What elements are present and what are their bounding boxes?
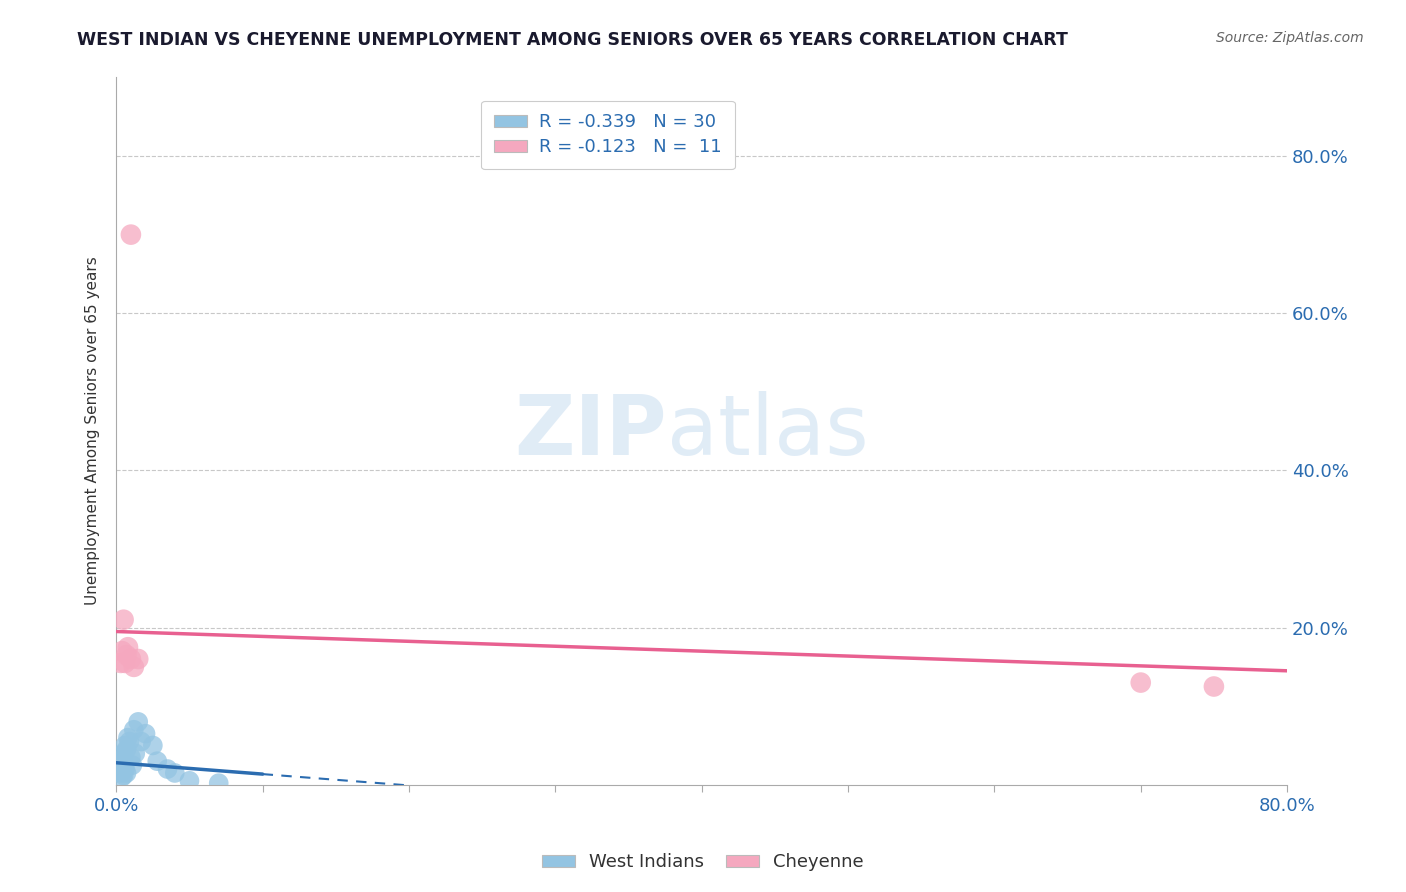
Text: atlas: atlas bbox=[666, 391, 869, 472]
Point bbox=[115, 742, 138, 756]
Point bbox=[115, 648, 138, 662]
Point bbox=[107, 754, 129, 768]
Point bbox=[108, 758, 131, 772]
Point bbox=[124, 747, 146, 761]
Point bbox=[127, 714, 149, 729]
Point bbox=[121, 758, 143, 772]
Legend: West Indians, Cheyenne: West Indians, Cheyenne bbox=[536, 847, 870, 879]
Point bbox=[112, 747, 135, 761]
Point bbox=[110, 766, 132, 780]
Point bbox=[208, 776, 231, 790]
Point bbox=[156, 762, 179, 776]
Point bbox=[120, 652, 142, 666]
Point bbox=[135, 727, 157, 741]
Point bbox=[179, 773, 201, 788]
Point bbox=[142, 739, 165, 753]
Text: Source: ZipAtlas.com: Source: ZipAtlas.com bbox=[1216, 31, 1364, 45]
Point bbox=[122, 723, 145, 737]
Point bbox=[118, 734, 141, 748]
Text: ZIP: ZIP bbox=[515, 391, 666, 472]
Point bbox=[129, 734, 152, 748]
Point bbox=[117, 640, 139, 655]
Point bbox=[112, 750, 135, 764]
Point bbox=[111, 644, 134, 658]
Point bbox=[112, 768, 135, 782]
Point bbox=[111, 756, 134, 770]
Point bbox=[112, 613, 135, 627]
Point bbox=[108, 762, 131, 776]
Point bbox=[110, 764, 132, 778]
Point bbox=[111, 770, 134, 784]
Point bbox=[1202, 680, 1225, 694]
Point bbox=[122, 660, 145, 674]
Point bbox=[117, 731, 139, 745]
Point bbox=[1129, 675, 1152, 690]
Point bbox=[163, 766, 186, 780]
Point bbox=[114, 739, 136, 753]
Point bbox=[110, 760, 132, 774]
Point bbox=[127, 652, 149, 666]
Point bbox=[146, 754, 169, 768]
Point bbox=[120, 750, 142, 764]
Point bbox=[120, 227, 142, 242]
Point bbox=[110, 656, 132, 670]
Legend: R = -0.339   N = 30, R = -0.123   N =  11: R = -0.339 N = 30, R = -0.123 N = 11 bbox=[481, 101, 734, 169]
Point bbox=[114, 762, 136, 776]
Text: WEST INDIAN VS CHEYENNE UNEMPLOYMENT AMONG SENIORS OVER 65 YEARS CORRELATION CHA: WEST INDIAN VS CHEYENNE UNEMPLOYMENT AMO… bbox=[77, 31, 1069, 49]
Y-axis label: Unemployment Among Seniors over 65 years: Unemployment Among Seniors over 65 years bbox=[86, 257, 100, 606]
Point bbox=[115, 766, 138, 780]
Point bbox=[114, 656, 136, 670]
